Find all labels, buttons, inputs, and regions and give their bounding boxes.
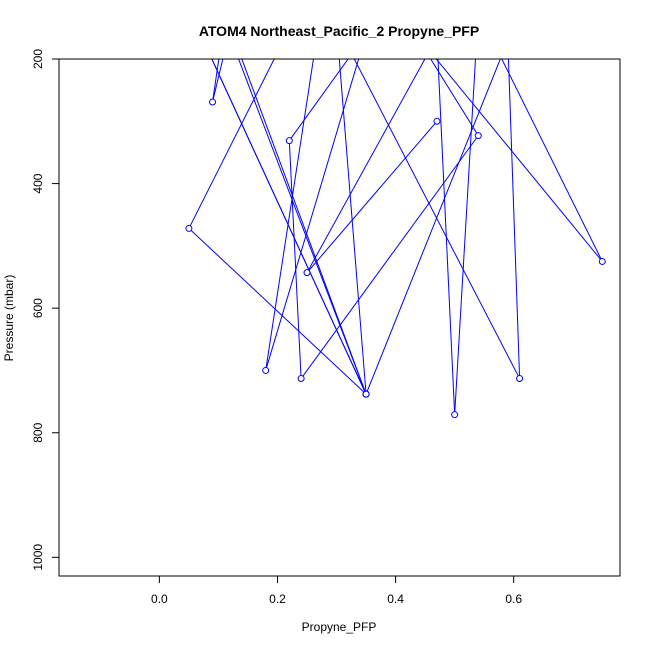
data-point xyxy=(598,257,606,265)
series-line-segment xyxy=(338,59,367,395)
x-tick-label: 0.0 xyxy=(151,592,168,606)
y-axis: 200 400 600 800 1000 xyxy=(31,49,60,571)
data-point xyxy=(474,132,482,140)
y-tick-label: 1000 xyxy=(31,544,45,571)
data-point xyxy=(297,375,305,383)
series-line-segment xyxy=(435,59,603,262)
data-point xyxy=(433,117,441,125)
x-tick-label: 0.6 xyxy=(505,592,522,606)
series-line-segment xyxy=(241,59,367,395)
series-line-segment xyxy=(211,59,367,395)
series-line-segment xyxy=(507,59,521,379)
series-line-segment xyxy=(288,140,302,379)
series-line-segment xyxy=(365,59,501,395)
x-tick-label: 0.4 xyxy=(387,592,404,606)
series-line-segment xyxy=(437,59,456,415)
y-axis-label: Pressure (mbar) xyxy=(2,275,16,362)
y-tick-label: 400 xyxy=(31,173,45,193)
series-line-segment xyxy=(353,59,521,379)
data-point xyxy=(262,366,270,374)
series-line-segment xyxy=(454,59,476,415)
data-point xyxy=(362,390,370,398)
series-line-segment xyxy=(212,59,220,103)
series-line-segment xyxy=(288,59,349,141)
y-tick-label: 800 xyxy=(31,422,45,442)
x-tick-label: 0.2 xyxy=(269,592,286,606)
y-tick-label: 200 xyxy=(31,49,45,69)
data-point xyxy=(185,224,193,232)
series-line-segment xyxy=(188,228,367,395)
data-point xyxy=(209,98,217,106)
series-layer xyxy=(185,59,606,419)
data-point xyxy=(516,375,524,383)
series-line-segment xyxy=(306,120,438,273)
data-point xyxy=(285,137,293,145)
data-point xyxy=(451,411,459,419)
series-line-segment xyxy=(430,59,479,136)
series-line-segment xyxy=(501,59,603,262)
x-axis-label: Propyne_PFP xyxy=(302,620,377,634)
x-axis: 0.0 0.2 0.4 0.6 xyxy=(151,575,522,606)
y-tick-label: 600 xyxy=(31,298,45,318)
chart-title: ATOM4 Northeast_Pacific_2 Propyne_PFP xyxy=(199,23,479,39)
series-line-segment xyxy=(188,59,275,229)
series-line-segment xyxy=(265,59,360,371)
series-line-segment xyxy=(306,59,426,273)
series-line-segment xyxy=(300,135,479,379)
data-point xyxy=(303,269,311,277)
series-line-segment xyxy=(238,59,367,395)
series-line-segment xyxy=(265,59,314,371)
series-line-segment xyxy=(212,59,224,103)
